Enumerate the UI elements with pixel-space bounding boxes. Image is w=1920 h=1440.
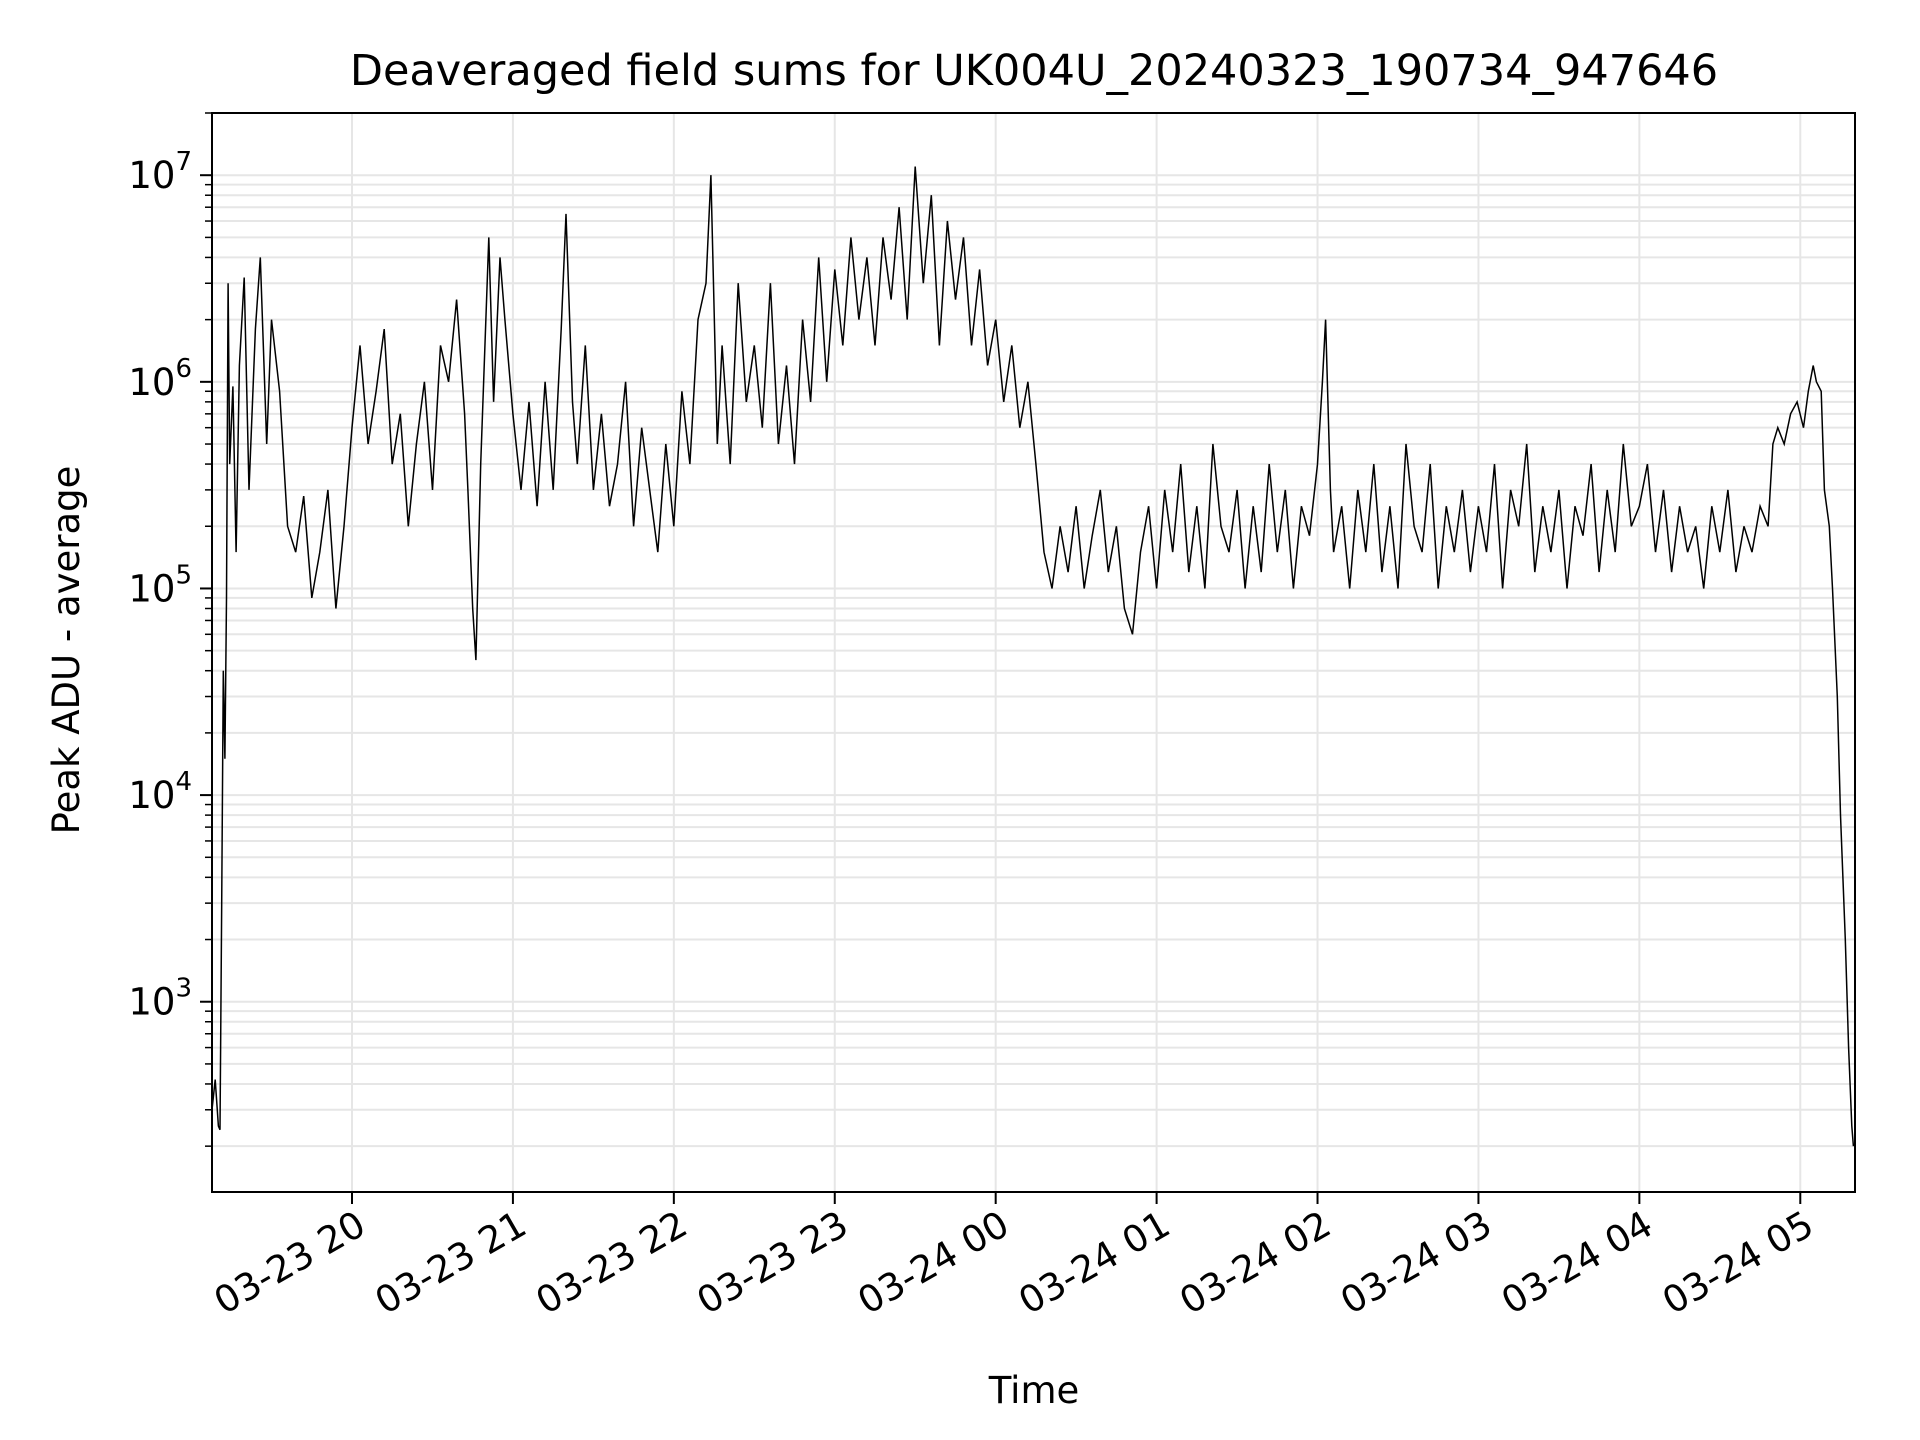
y-tick-label: 107 [128, 147, 192, 197]
y-axis-ticks: 103 104 105 106 107 [128, 112, 212, 1147]
chart-title: Deaveraged field sums for UK004U_2024032… [350, 46, 1718, 96]
series-line [211, 166, 1855, 1147]
plot-frame [211, 112, 1856, 1193]
series-line-group [211, 166, 1855, 1147]
y-tick-label: 104 [128, 767, 192, 817]
y-axis-label: Peak ADU - average [45, 466, 88, 835]
y-tick-label: 106 [128, 354, 192, 404]
y-tick-label: 103 [128, 974, 192, 1024]
y-tick-label: 105 [128, 560, 192, 610]
x-axis-label: Time [988, 1369, 1080, 1412]
grid-lines [212, 112, 1855, 1192]
